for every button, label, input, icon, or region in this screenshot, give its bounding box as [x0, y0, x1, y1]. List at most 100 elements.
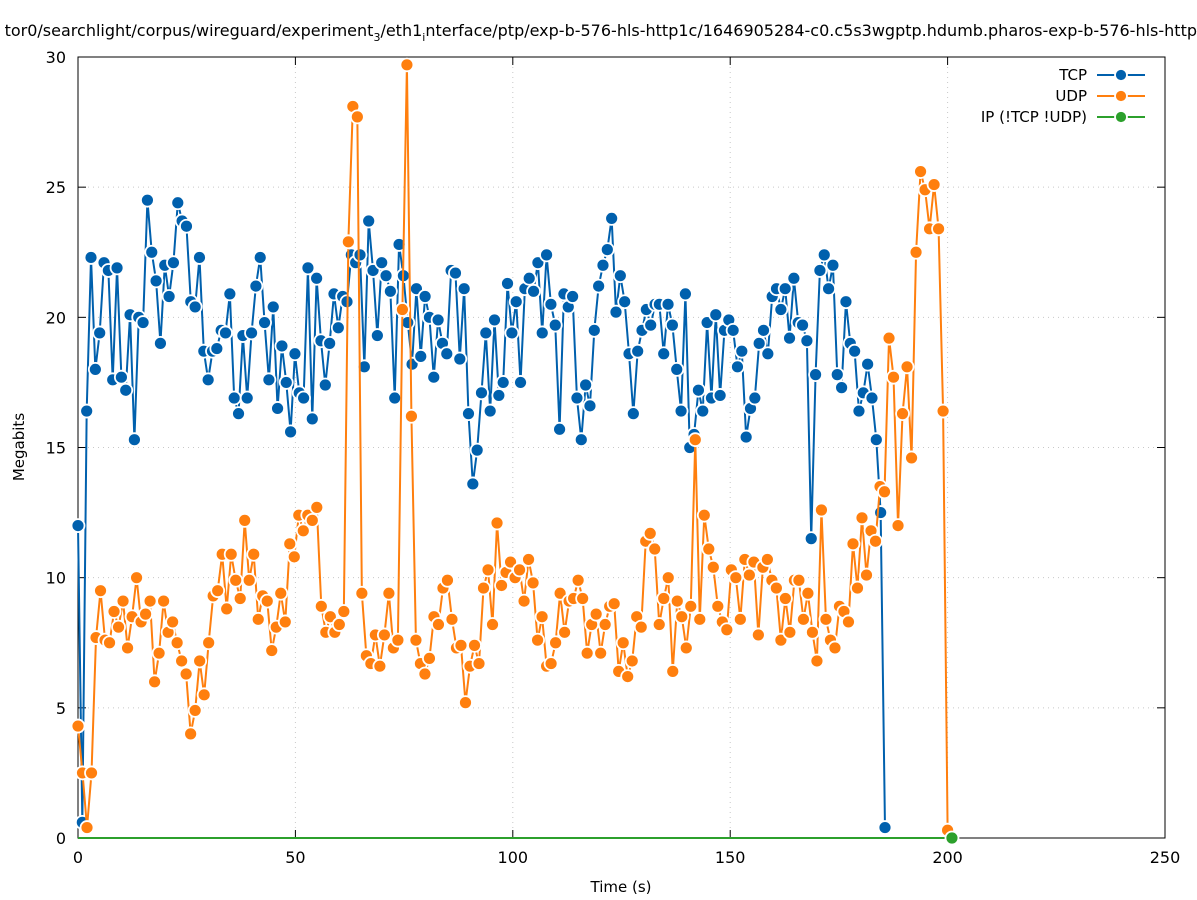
title-part: tor0/searchlight/corpus/wireguard/experi… — [5, 21, 374, 40]
data-point — [656, 346, 672, 362]
data-point — [354, 585, 370, 601]
data-point — [773, 302, 789, 317]
data-point — [223, 546, 239, 562]
data-point — [274, 338, 290, 354]
data-point — [300, 260, 316, 276]
data-point — [264, 643, 280, 658]
data-point — [597, 617, 613, 632]
data-point — [854, 510, 870, 526]
data-point — [877, 484, 892, 500]
data-point — [845, 536, 861, 552]
data-point — [241, 572, 257, 588]
data-point — [800, 585, 816, 601]
legend-marker — [1114, 110, 1128, 124]
data-point — [582, 398, 598, 414]
data-point — [482, 403, 498, 419]
data-point — [782, 330, 797, 346]
data-point — [352, 247, 368, 263]
data-point — [633, 619, 649, 635]
data-point — [741, 567, 757, 583]
data-point — [796, 611, 811, 627]
data-point — [372, 658, 388, 674]
data-point — [850, 580, 865, 596]
x-tick-label: 250 — [1150, 848, 1181, 867]
data-point — [489, 515, 505, 531]
x-tick-label: 200 — [932, 848, 963, 867]
data-point — [877, 820, 893, 835]
data-point — [895, 406, 910, 422]
data-point — [92, 325, 108, 341]
data-point — [656, 591, 672, 606]
data-point — [575, 591, 591, 606]
data-point — [309, 499, 325, 515]
data-point — [508, 294, 524, 310]
legend-label: TCP — [1058, 66, 1087, 84]
data-point — [904, 450, 919, 466]
data-point — [534, 609, 550, 625]
data-point — [814, 502, 829, 518]
data-point — [179, 218, 194, 234]
data-point — [330, 320, 346, 336]
y-axis-label: Megabits — [10, 413, 28, 481]
data-point — [696, 507, 712, 523]
data-point — [768, 580, 784, 596]
series-group — [70, 57, 960, 846]
plot-frame — [77, 56, 1166, 839]
y-tick-label: 10 — [46, 569, 66, 588]
data-point — [278, 375, 294, 390]
data-point — [786, 270, 802, 286]
data-point — [827, 640, 843, 656]
y-tick-label: 25 — [46, 178, 66, 197]
data-point — [282, 536, 298, 552]
data-point — [799, 333, 815, 349]
data-point — [539, 247, 554, 263]
data-point — [617, 294, 633, 310]
data-point — [630, 343, 646, 359]
data-point — [476, 580, 491, 596]
data-point — [695, 403, 711, 419]
x-tick-label: 150 — [715, 848, 746, 867]
data-point — [795, 317, 810, 333]
data-point — [183, 726, 199, 742]
data-point — [153, 335, 168, 351]
grid — [78, 57, 1165, 838]
data-point — [261, 372, 277, 388]
data-point — [777, 281, 793, 297]
data-point — [624, 653, 640, 669]
data-point — [210, 583, 226, 599]
data-point — [838, 294, 854, 310]
data-point — [608, 304, 624, 320]
data-point — [504, 325, 520, 341]
title-part: /eth1 — [380, 21, 422, 40]
data-point — [118, 382, 134, 398]
data-point — [222, 286, 238, 302]
data-point — [430, 312, 446, 328]
data-point — [557, 624, 573, 640]
data-point — [485, 617, 500, 632]
data-point — [161, 289, 177, 304]
data-point — [625, 406, 641, 422]
data-point — [465, 476, 481, 492]
data-point — [200, 372, 216, 388]
data-point — [156, 593, 172, 609]
legend-marker — [1114, 68, 1128, 82]
data-point — [728, 570, 744, 586]
data-point — [349, 109, 365, 125]
data-point — [500, 276, 515, 291]
data-point — [851, 403, 867, 419]
data-point — [404, 408, 419, 424]
data-point — [322, 335, 338, 351]
data-point — [495, 375, 511, 390]
legend-label: UDP — [1055, 87, 1087, 105]
data-point — [226, 390, 242, 406]
data-point — [106, 604, 122, 619]
data-point — [399, 57, 415, 73]
data-point — [317, 377, 333, 393]
data-point — [239, 390, 255, 406]
data-point — [487, 312, 502, 328]
data-point — [252, 250, 268, 265]
data-point — [138, 606, 153, 622]
data-point — [834, 380, 850, 396]
data-point — [109, 260, 125, 276]
data-point — [115, 593, 131, 609]
